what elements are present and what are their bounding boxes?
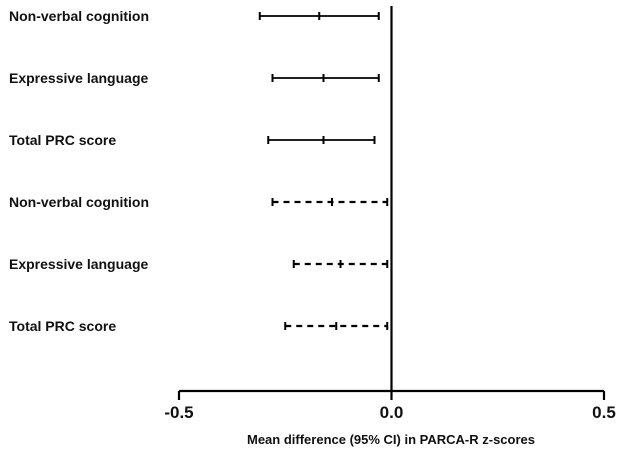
forest-row: Expressive language xyxy=(9,70,380,86)
x-tick-label: 0.5 xyxy=(592,403,616,422)
row-label: Expressive language xyxy=(9,70,149,86)
forest-row: Non-verbal cognition xyxy=(9,8,380,24)
row-label: Non-verbal cognition xyxy=(9,194,149,210)
forest-row: Total PRC score xyxy=(9,132,376,148)
rows-layer: Non-verbal cognition Expressive language T… xyxy=(9,8,389,334)
forest-row: Expressive language xyxy=(9,256,389,272)
x-tick-label: -0.5 xyxy=(164,403,193,422)
row-label: Non-verbal cognition xyxy=(9,8,149,24)
row-label: Total PRC score xyxy=(9,132,116,148)
row-label: Expressive language xyxy=(9,256,149,272)
forest-row: Non-verbal cognition xyxy=(9,194,389,210)
forest-row: Total PRC score xyxy=(9,318,389,334)
row-label: Total PRC score xyxy=(9,318,116,334)
x-axis: -0.5 0.0 0.5 xyxy=(164,389,616,422)
x-axis-title: Mean difference (95% CI) in PARCA-R z-sc… xyxy=(247,432,535,447)
x-tick-label: 0.0 xyxy=(380,403,404,422)
